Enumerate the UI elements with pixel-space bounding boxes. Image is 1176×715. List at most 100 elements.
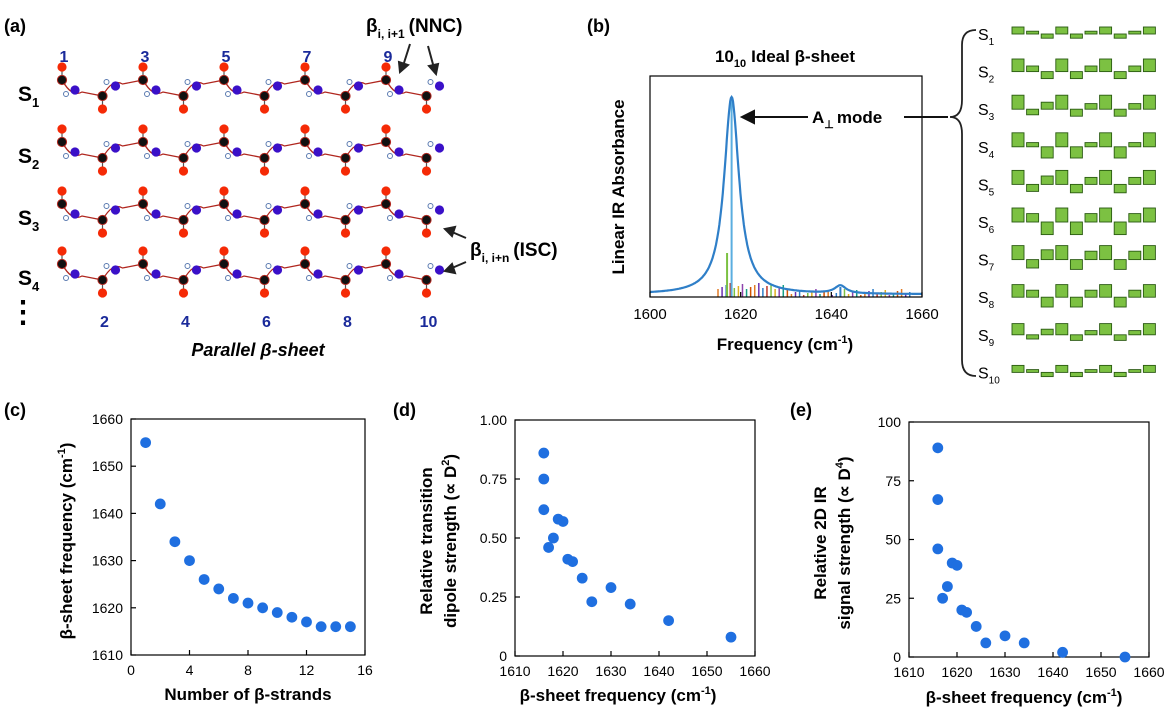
mode-bar: [1099, 207, 1113, 223]
oxygen-atom: [259, 104, 270, 114]
oxygen-atom: [421, 104, 432, 114]
panel-c-frame: [130, 418, 366, 656]
mode-bar: [1099, 364, 1113, 373]
oxygen-atom: [219, 186, 229, 196]
mode-bar: [1099, 323, 1113, 336]
mode-bar: [1142, 245, 1156, 261]
nitrogen-atom: [232, 147, 242, 157]
mode-bar: [1113, 108, 1127, 117]
carbon-atom: [137, 136, 149, 148]
nitrogen-atom: [191, 143, 202, 153]
mode-bar: [1084, 369, 1098, 373]
panel-b: (b) 1010 Ideal β-sheet Linear IR Absorban…: [587, 16, 1156, 386]
data-point: [576, 572, 588, 584]
panel-d-ylabel-line2: dipole strength (∝ D2): [440, 454, 460, 628]
carbon-atom: [421, 90, 432, 102]
nitrogen-atom: [191, 265, 202, 275]
mode-bar: [1099, 245, 1113, 261]
carbon-atom: [178, 152, 189, 164]
carbon-atom: [299, 198, 311, 210]
oxygen-atom: [57, 62, 67, 72]
panel-b-title: 1010 Ideal β-sheet: [715, 47, 855, 70]
panel-b-xticks: 1600 1620 1640 1660: [633, 292, 939, 323]
data-point: [227, 592, 239, 604]
oxygen-atom: [178, 104, 189, 114]
residue-numbers-top: 1 3 5 7 9: [60, 49, 393, 66]
nitrogen-atom: [394, 85, 404, 95]
hydrogen-atom: [346, 203, 353, 209]
tick-label: 0: [893, 649, 901, 665]
oxygen-atom: [381, 124, 391, 134]
mode-bar: [1011, 323, 1025, 336]
mode-strand-label: S10: [978, 365, 1000, 386]
strand-label: S2: [18, 145, 39, 172]
hydrogen-atom: [346, 141, 353, 147]
isc-label: βi, i+n (ISC): [470, 240, 558, 265]
mode-bar: [1055, 132, 1069, 148]
data-point: [961, 606, 972, 618]
residue-number: 8: [343, 314, 352, 331]
mode-bar: [1069, 183, 1083, 194]
tick-label: 1620: [92, 600, 123, 616]
mode-bar: [1099, 132, 1113, 148]
tick-label: 1610: [893, 664, 924, 680]
oxygen-atom: [138, 124, 148, 134]
panel-e-label: (e): [790, 400, 812, 420]
mode-bar: [1099, 284, 1113, 298]
hydrogen-atom: [427, 141, 434, 147]
panel-e-points: [932, 442, 1131, 663]
isc-arrows: [442, 225, 467, 275]
mode-strand-labels: S1 S2 S3 S4 S5 S6 S7 S8 S9 S10: [978, 27, 1000, 386]
data-point: [663, 615, 674, 626]
mode-bar: [1026, 334, 1040, 340]
mode-bar: [1128, 213, 1142, 223]
carbon-atom: [299, 74, 311, 86]
mode-bar: [1069, 259, 1083, 270]
carbon-atom: [218, 136, 230, 148]
oxygen-atom: [421, 228, 432, 238]
nitrogen-atom: [70, 85, 80, 95]
mode-bar: [1026, 30, 1040, 35]
nitrogen-atom: [272, 143, 283, 153]
mode-bar: [1128, 250, 1142, 261]
tick-label: 0.75: [480, 471, 507, 487]
hydrogen-atom: [63, 215, 69, 221]
mode-bar: [1113, 296, 1127, 308]
mode-bar: [1055, 26, 1069, 35]
data-point: [213, 583, 225, 595]
oxygen-atom: [381, 186, 391, 196]
data-point: [951, 559, 963, 571]
tick-label: 0: [127, 662, 135, 678]
data-point: [257, 602, 269, 614]
tick-label: 0.25: [480, 589, 507, 605]
mode-bar: [1069, 221, 1083, 236]
nitrogen-atom: [272, 265, 283, 275]
data-point: [624, 598, 636, 610]
hydrogen-atom: [306, 91, 312, 97]
carbon-atom: [340, 214, 351, 226]
hydrogen-atom: [306, 215, 312, 221]
mode-bar: [1128, 176, 1142, 185]
panel-e-frame: [908, 421, 1150, 658]
carbon-atom: [299, 136, 311, 148]
tick-label: 1660: [1133, 664, 1164, 680]
hydrogen-atom: [144, 91, 150, 97]
mode-bar: [1040, 71, 1054, 80]
hydrogen-atom: [346, 263, 353, 269]
tick-label: 1640: [643, 663, 674, 679]
panel-d-points: [538, 447, 737, 643]
panel-a-caption: Parallel β-sheet: [191, 340, 325, 360]
carbon-atom: [340, 152, 351, 164]
oxygen-atom: [300, 124, 310, 134]
mode-bar: [1055, 364, 1069, 373]
nitrogen-atom: [353, 143, 364, 153]
nitrogen-atom: [434, 205, 445, 215]
mode-bar: [1113, 259, 1127, 270]
panel-d-xticks: 1610 1620 1630 1640 1650 1660: [499, 651, 771, 679]
residue-number: 6: [262, 314, 271, 331]
nitrogen-atom: [394, 209, 404, 219]
mode-bar: [1113, 221, 1127, 236]
hydrogen-atom: [63, 91, 69, 97]
oxygen-atom: [421, 166, 432, 176]
data-point: [242, 597, 254, 609]
